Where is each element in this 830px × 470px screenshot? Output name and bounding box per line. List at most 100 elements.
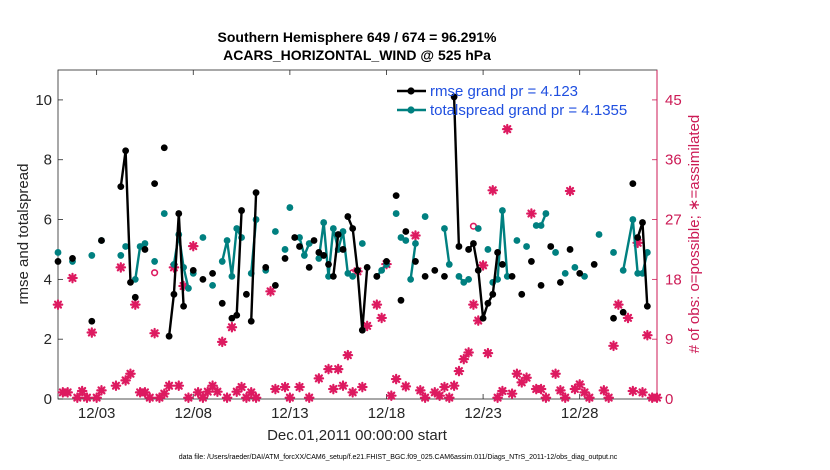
obs-assimilated-marker [526,208,537,219]
obs-assimilated-marker-stroke [454,367,464,376]
legend-rmse-label: rmse grand pr = 4.123 [430,83,578,100]
totalspread-point [634,269,642,277]
obs-assimilated-marker [598,385,610,396]
totalspread-point [552,249,559,256]
legend: rmse grand pr = 4.123 totalspread grand … [397,83,627,119]
x-tick-label: 12/18 [368,405,406,422]
rmse-point [634,234,642,241]
obs-assimilated-marker-stroke [609,341,618,350]
totalspread-point [185,284,192,292]
obs-assimilated-marker [323,363,334,375]
obs-assimilated-marker [492,392,503,403]
x-tick-label: 12/13 [271,405,309,422]
rmse-point [431,266,439,274]
x-tick-label: 12/08 [174,405,212,422]
x-axis-label: Dec.01,2011 00:00:00 start [267,427,448,444]
rmse-point [291,234,299,241]
obs-assimilated-marker-stroke [68,273,77,283]
y-tick-label: 0 [44,391,52,408]
obs-assimilated-marker-stroke [329,384,338,394]
obs-assimilated-marker-stroke [445,393,454,402]
obs-assimilated-marker-stroke [363,321,372,330]
totalspread-point [223,237,231,244]
rmse-point [310,237,318,244]
obs-assimilated-marker [622,312,634,324]
obs-assimilated-marker [187,240,199,252]
rmse-point [339,246,347,253]
obs-assimilated-marker [535,383,547,395]
rmse-point [242,290,250,298]
totalspread-point [595,231,603,238]
obs-assimilated-marker-stroke [251,393,261,402]
rmse-point [474,266,482,274]
y-tick-label: 10 [35,92,52,109]
x-tick-label: 12/03 [78,405,116,422]
rmse-point [421,272,429,280]
obs-assimilated-marker [540,392,552,403]
totalspread-point [412,240,419,247]
rmse-point [54,258,62,265]
rmse-point [610,314,617,322]
obs-assimilated-marker-stroke [599,386,608,395]
totalspread-point [542,210,550,217]
totalspread-point [513,237,521,244]
rmse-point [189,266,197,274]
totalspread-point [455,272,463,280]
rmse-point [117,183,125,191]
obs-assimilated-marker [414,385,426,396]
right-y-tick-label: 36 [665,152,682,169]
right-y-tick-label: 27 [665,212,682,229]
totalspread-point [199,234,207,241]
obs-assimilated-marker-stroke [387,391,396,400]
obs-assimilated-marker-stroke [305,393,314,402]
obs-assimilated-marker-stroke [479,261,488,270]
obs-assimilated-marker [337,380,349,392]
rmse-point [383,258,390,265]
rmse-point [127,278,134,286]
rmse-point [629,180,637,188]
obs-assimilated-marker-stroke [493,393,502,402]
totalspread-point [281,246,289,253]
rmse-point [508,272,516,280]
rmse-point [247,317,255,325]
obs-assimilated-marker-stroke [145,393,154,402]
obs-assimilated-marker-stroke [512,369,521,378]
totalspread-point [117,252,125,259]
obs-assimilated-marker [642,329,653,341]
obs-assimilated-marker [221,392,233,403]
rmse-point [358,326,366,334]
obs-assimilated-marker [559,392,571,403]
chart-title-line-2: ACARS_HORIZONTAL_WIND @ 525 hPa [223,47,491,63]
obs-assimilated-marker [158,388,170,399]
obs-assimilated-marker-stroke [585,393,594,402]
rmse-point [556,278,564,286]
rmse-point [397,296,405,304]
rmse-point [271,281,279,289]
obs-assimilated-marker-stroke [237,382,246,392]
obs-assimilated-marker [52,299,64,310]
rmse-point [329,272,337,280]
rmse-point [479,314,487,322]
totalspread-point [271,228,279,235]
rmse-point [160,144,168,152]
rmse-point [450,93,458,101]
obs-assimilated-marker [410,230,421,241]
obs-assimilated-marker-stroke [73,393,82,402]
rmse-point [209,269,216,277]
totalspread-point [141,240,149,247]
obs-assimilated-marker-stroke [503,125,512,134]
obs-assimilated-marker [96,385,107,396]
rmse-point [363,264,371,271]
obs-assimilated-marker [149,327,160,339]
obs-assimilated-marker [231,386,243,397]
obs-assimilated-marker-stroke [401,382,410,391]
obs-assimilated-marker [216,336,228,348]
obs-assimilated-marker [303,392,315,403]
totalspread-point [286,204,294,211]
legend-totalspread-marker [407,106,415,114]
obs-assimilated-marker-stroke [488,186,497,195]
right-y-tick-label: 45 [665,92,682,109]
obs-assimilated-marker-stroke [411,231,420,240]
rmse-point [518,290,526,298]
